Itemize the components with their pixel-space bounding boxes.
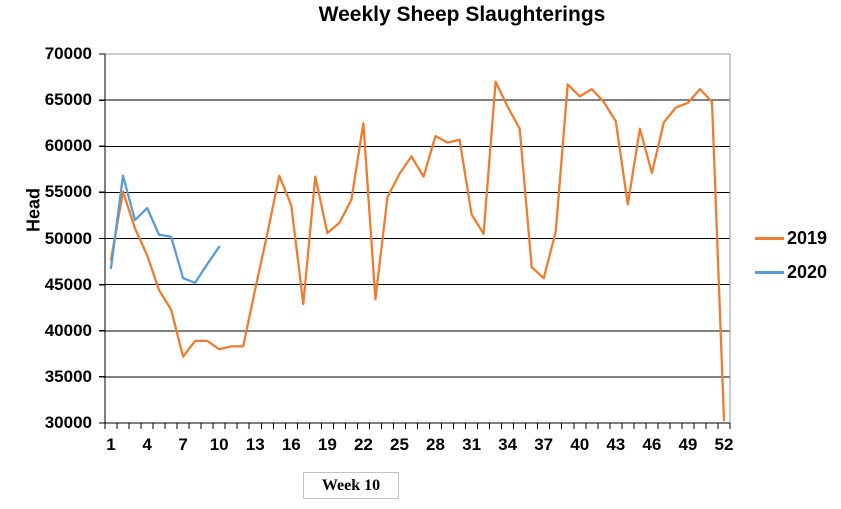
y-tick-label: 35000 [44, 366, 92, 386]
legend-label: 2020 [787, 261, 828, 282]
y-tick-label: 50000 [44, 228, 92, 248]
series-line-2019 [109, 80, 726, 422]
x-tick-label: 13 [245, 435, 265, 454]
week-annotation-box: Week 10 [303, 472, 399, 499]
series-line-2020 [109, 174, 221, 284]
chart-title: Weekly Sheep Slaughterings [318, 3, 606, 26]
y-tick-label: 70000 [44, 44, 92, 63]
legend-swatch-2019 [755, 236, 784, 240]
x-tick-label: 49 [678, 435, 698, 454]
x-tick-label: 19 [317, 435, 337, 454]
x-tick-label: 34 [498, 435, 518, 454]
x-tick-label: 7 [178, 435, 188, 454]
x-tick-label: 28 [426, 435, 445, 454]
y-tick-label: 65000 [44, 90, 92, 110]
x-tick-label: 1 [106, 435, 116, 454]
x-tick-label: 4 [142, 435, 152, 454]
legend-item-2019: 2019 [755, 226, 827, 250]
y-tick-label: 30000 [44, 413, 92, 432]
x-tick-label: 22 [353, 435, 373, 454]
x-tick-label: 25 [390, 435, 409, 454]
x-tick-label: 52 [714, 435, 734, 454]
y-tick-label: 40000 [44, 320, 92, 340]
x-tick-label: 37 [534, 435, 554, 454]
x-tick-label: 31 [462, 435, 482, 454]
y-tick-label: 60000 [44, 136, 92, 156]
y-tick-label: 55000 [44, 182, 92, 202]
x-tick-label: 43 [606, 435, 626, 454]
x-tick-label: 10 [209, 435, 229, 454]
legend: 2019 2020 [755, 226, 827, 294]
legend-label: 2019 [787, 227, 828, 248]
week-annotation-label: Week 10 [321, 476, 381, 494]
x-tick-label: 16 [281, 435, 301, 454]
y-tick-label: 45000 [44, 274, 92, 294]
legend-item-2020: 2020 [755, 260, 827, 284]
legend-swatch-2020 [755, 270, 784, 274]
x-tick-label: 46 [642, 435, 662, 454]
x-tick-label: 40 [570, 435, 590, 454]
